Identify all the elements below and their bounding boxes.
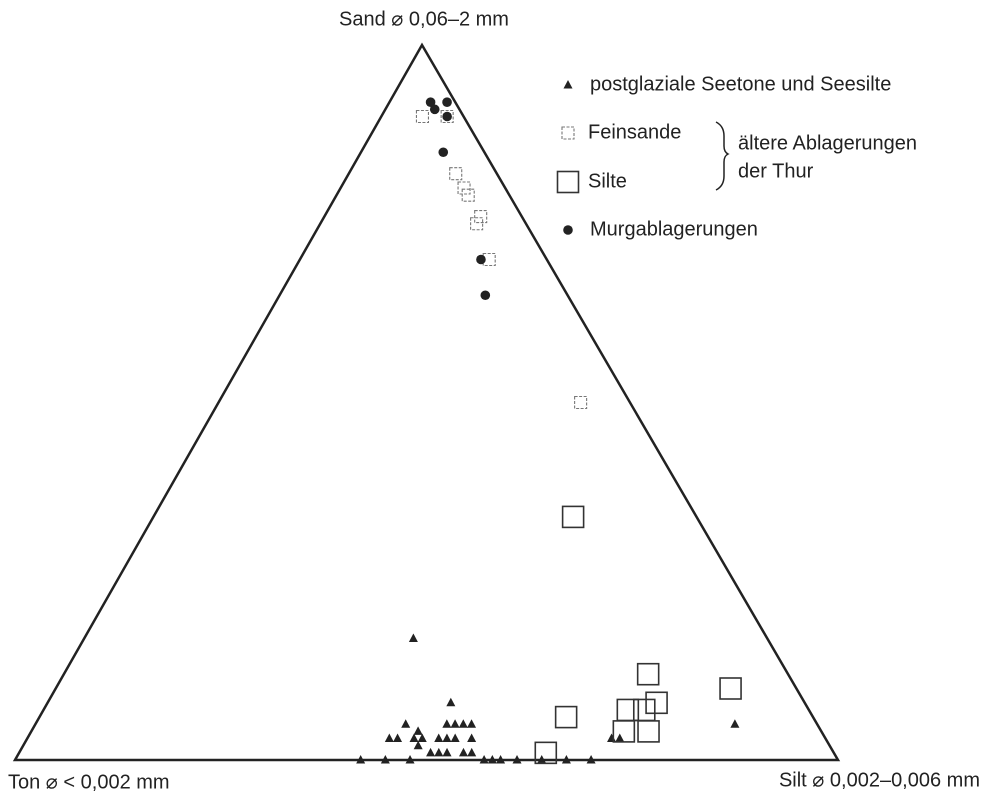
- data-point: [401, 719, 411, 728]
- data-point: [380, 755, 390, 764]
- data-point: [534, 741, 558, 765]
- data-point: [405, 755, 415, 764]
- data-point: [616, 698, 640, 722]
- data-point: [434, 733, 444, 743]
- group-label: ältere Ablagerungen: [738, 132, 917, 154]
- data-point: [637, 720, 660, 743]
- data-point: [393, 733, 403, 743]
- group-label: der Thur: [738, 160, 814, 182]
- data-point: [446, 697, 456, 707]
- legend-marker: [563, 80, 573, 89]
- top-axis-label: Sand ⌀ 0,06–2 mm: [339, 8, 509, 30]
- data-point: [636, 662, 660, 686]
- data-point: [487, 755, 497, 764]
- data-point: [730, 719, 740, 728]
- data-point: [612, 720, 636, 743]
- data-point: [461, 188, 475, 202]
- legend-label: Feinsande: [588, 121, 681, 143]
- data-point: [442, 97, 452, 107]
- data-point: [438, 147, 449, 158]
- legend-label: Silte: [588, 170, 627, 192]
- data-point: [607, 733, 617, 743]
- ternary-frame: [12, 42, 841, 762]
- data-point: [586, 755, 596, 764]
- data-point: [442, 719, 452, 728]
- data-point: [537, 755, 547, 764]
- right-axis-label: Silt ⌀ 0,002–0,006 mm: [779, 769, 980, 791]
- legend-marker: [556, 170, 580, 194]
- legend-brace: [715, 121, 730, 191]
- data-point: [554, 705, 578, 729]
- data-point: [425, 97, 436, 107]
- left-axis-label: Ton ⌀ < 0,002 mm: [8, 771, 170, 793]
- legend-label: postglaziale Seetone und Seesilte: [590, 73, 891, 95]
- data-point: [413, 740, 423, 750]
- data-point: [409, 733, 419, 743]
- data-point: [384, 733, 394, 743]
- data-point: [512, 755, 522, 764]
- data-point: [429, 104, 440, 115]
- data-point: [480, 290, 491, 301]
- data-point: [408, 633, 418, 642]
- data-point: [615, 733, 625, 743]
- data-point: [458, 747, 468, 757]
- data-point: [457, 181, 471, 195]
- data-point: [476, 254, 486, 265]
- legend-marker: [561, 126, 575, 140]
- data-point: [450, 719, 460, 728]
- legend-marker: [563, 225, 573, 235]
- data-point: [719, 677, 742, 700]
- data-point: [632, 698, 656, 722]
- data-point: [574, 395, 588, 410]
- data-point: [413, 726, 423, 735]
- data-point: [450, 733, 460, 743]
- data-point: [496, 755, 506, 764]
- data-point: [442, 733, 452, 743]
- data-point: [467, 719, 477, 728]
- data-point: [440, 109, 454, 124]
- data-point: [442, 747, 452, 757]
- data-point: [561, 755, 571, 764]
- data-point: [417, 733, 427, 743]
- data-point: [442, 111, 452, 122]
- data-point: [449, 167, 463, 181]
- legend-label: Murgablagerungen: [590, 218, 758, 240]
- data-point: [470, 217, 484, 231]
- data-point: [434, 747, 444, 757]
- data-point: [561, 505, 585, 529]
- data-point: [474, 210, 488, 224]
- data-point: [479, 755, 489, 764]
- data-point: [467, 733, 477, 743]
- data-point: [467, 747, 477, 757]
- data-point: [356, 755, 366, 764]
- data-point: [458, 719, 468, 728]
- data-point: [645, 691, 668, 715]
- data-point: [415, 109, 430, 124]
- data-point: [426, 747, 436, 757]
